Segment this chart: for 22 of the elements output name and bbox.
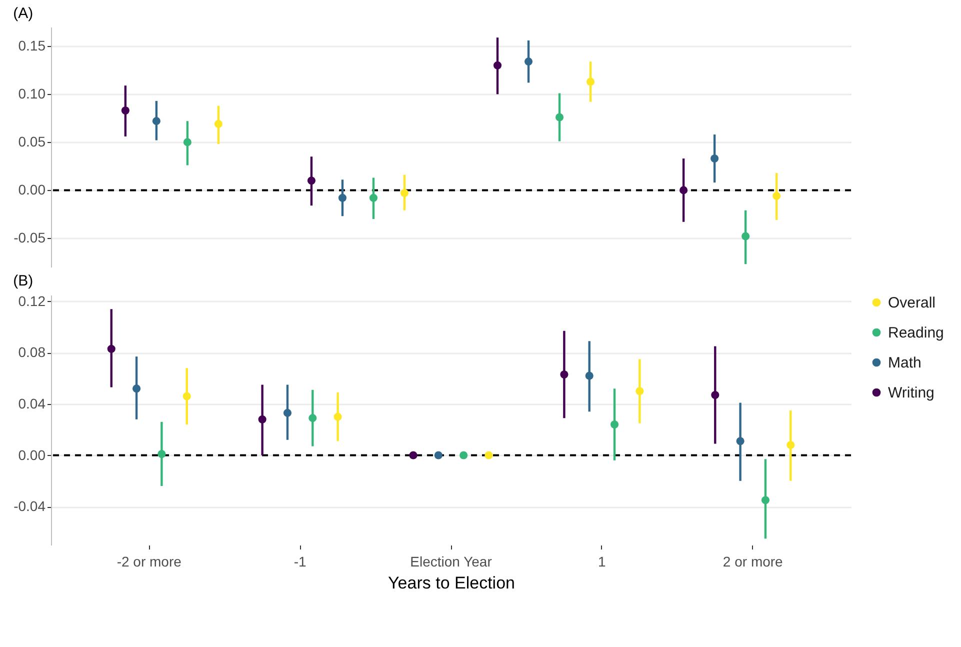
x-axis-title: Years to Election <box>388 574 515 592</box>
legend-label: Writing <box>888 384 934 402</box>
y-tick-label: -0.04 <box>14 498 46 514</box>
y-tick-label: 0.08 <box>18 344 46 360</box>
chart-title: (B) <box>13 272 34 290</box>
y-tick-label: 0.10 <box>18 86 46 102</box>
chart-title: (A) <box>13 5 34 22</box>
x-tick-label: 2 or more <box>722 554 784 570</box>
y-tick-label: 0.00 <box>18 446 46 463</box>
y-tick-label: 0.05 <box>18 134 46 150</box>
legend-label: Overall <box>888 294 936 312</box>
x-tick-label: Election Year <box>410 554 492 570</box>
x-tick-label: 1 <box>598 554 606 570</box>
y-tick-label: 0.04 <box>18 395 46 412</box>
y-tick-label: 0.15 <box>18 38 46 54</box>
legend-label: Math <box>888 354 922 372</box>
x-tick-label: -1 <box>294 554 306 570</box>
legend-label: Reading <box>888 324 944 342</box>
y-tick-label: 0.00 <box>18 182 46 198</box>
x-tick-label: -2 or more <box>116 554 182 570</box>
y-tick-label: 0.12 <box>18 292 46 309</box>
y-tick-label: -0.05 <box>14 230 46 246</box>
